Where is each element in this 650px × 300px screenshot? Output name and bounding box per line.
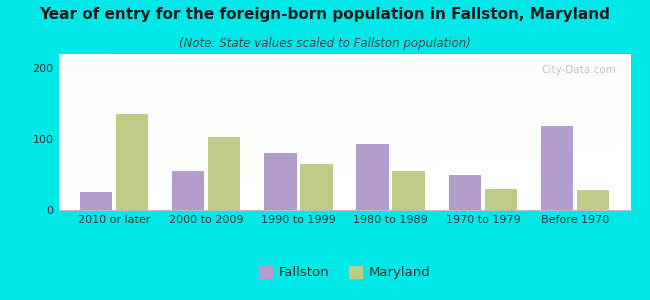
Text: Year of entry for the foreign-born population in Fallston, Maryland: Year of entry for the foreign-born popul… — [40, 8, 610, 22]
Bar — [448, 175, 481, 210]
Bar — [80, 192, 112, 210]
Text: City-Data.com: City-Data.com — [541, 65, 616, 75]
Bar — [208, 137, 240, 210]
Bar — [300, 164, 333, 210]
Bar — [116, 114, 148, 210]
Bar — [265, 153, 296, 210]
Bar — [485, 189, 517, 210]
Bar — [577, 190, 609, 210]
Legend: Fallston, Maryland: Fallston, Maryland — [254, 260, 436, 284]
Bar — [541, 126, 573, 210]
Bar — [356, 144, 389, 210]
Bar — [393, 171, 424, 210]
Bar — [172, 171, 204, 210]
Text: (Note: State values scaled to Fallston population): (Note: State values scaled to Fallston p… — [179, 38, 471, 50]
